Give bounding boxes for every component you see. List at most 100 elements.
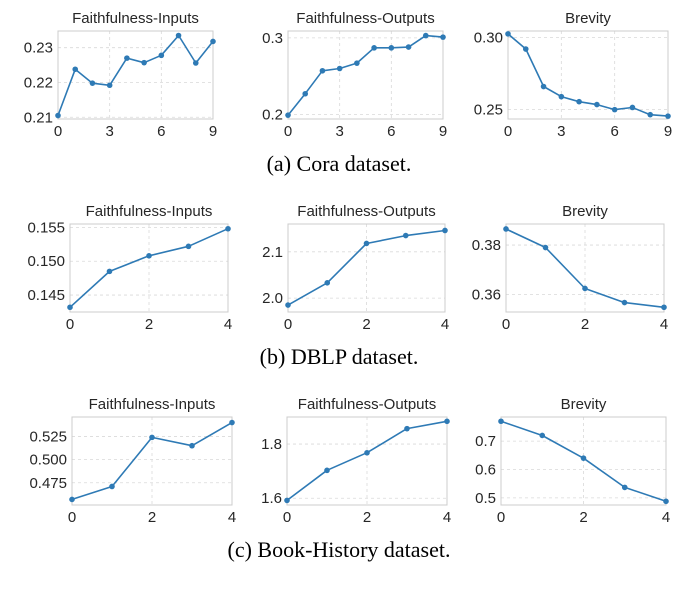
x-tick-label: 6 [610,123,618,140]
x-tick-label: 3 [335,123,343,140]
data-point [621,484,628,491]
data-point [284,497,290,504]
data-point [106,268,113,275]
data-point [175,32,182,39]
panel-cora-faithfulness-inputs: Faithfulness-Inputs 0 3 6 9 0.21 0.22 0.23 [24,10,217,140]
panel-dblp-brevity: Brevity 0 2 4 0.36 0.38 [472,203,668,333]
data-point [540,83,547,90]
series-line [287,34,444,116]
data-point [106,82,113,89]
data-point [319,67,326,74]
plot-frame [69,223,229,313]
data-point [388,45,395,51]
y-tick-label: 0.3 [262,30,283,47]
y-tick-label: 0.500 [29,452,67,469]
y-tick-label: 0.22 [24,74,53,91]
data-point [594,101,600,108]
y-tick-label: 0.475 [29,475,67,492]
data-point [72,66,79,73]
y-tick-label: 2.1 [262,244,283,261]
panel-book-history-faithfulness-inputs: Faithfulness-Inputs 0 2 4 0.475 0.500 0.525 [29,396,236,526]
data-point [324,280,331,286]
y-tick-label: 0.145 [27,287,65,304]
data-point [663,498,669,505]
data-point [69,496,75,503]
plot-frame [500,416,667,506]
panel-title: Faithfulness-Outputs [296,10,434,27]
x-tick-label: 9 [439,123,447,140]
data-point [582,285,588,292]
data-point [225,225,231,232]
y-tick-label: 2.0 [262,290,283,307]
plot-frame [287,223,446,313]
x-tick-label: 4 [441,316,449,333]
x-tick-label: 0 [284,316,292,333]
y-tick-label: 0.21 [24,109,53,126]
data-point [124,55,130,61]
data-point [146,253,152,259]
data-point [422,32,429,39]
y-tick-label: 0.525 [29,428,67,445]
x-tick-label: 4 [662,509,670,526]
x-tick-label: 2 [148,509,156,526]
y-tick-label: 1.6 [261,490,282,507]
plot-frame [287,30,444,120]
y-tick-label: 0.155 [27,219,65,236]
plot-frame [71,416,233,506]
data-point [354,60,360,66]
x-tick-label: 0 [66,316,74,333]
panel-title: Faithfulness-Inputs [86,203,213,220]
data-point [149,434,155,441]
data-point [67,304,73,311]
panel-title: Faithfulness-Outputs [297,203,435,220]
data-point [185,243,192,250]
x-tick-label: 0 [497,509,505,526]
x-tick-label: 0 [284,123,292,140]
caption-dblp: (b) DBLP dataset. [260,344,419,369]
data-point [285,302,291,308]
data-point [141,59,147,66]
data-point [192,60,199,66]
data-point [505,31,511,37]
data-point [522,46,529,52]
panel-dblp-faithfulness-inputs: Faithfulness-Inputs 0 2 4 0.145 0.150 0.155 [27,203,232,333]
y-tick-label: 0.7 [475,433,496,450]
x-tick-label: 0 [283,509,291,526]
data-point [210,38,216,45]
data-point [364,449,370,456]
data-point [629,104,636,111]
data-point [611,106,618,113]
y-tick-label: 0.150 [27,253,65,270]
data-point [444,418,450,425]
data-point [89,80,96,86]
series-line [57,34,214,116]
x-tick-label: 0 [502,316,510,333]
x-tick-label: 4 [660,316,668,333]
x-tick-label: 2 [579,509,587,526]
x-tick-label: 9 [664,123,672,140]
data-point [665,113,671,119]
data-point [440,34,446,40]
y-tick-label: 0.36 [472,287,501,304]
data-point [55,112,61,119]
x-tick-label: 0 [54,123,62,140]
data-point [442,227,448,234]
panel-cora-brevity: Brevity 0 3 6 9 0.25 0.30 [474,10,672,140]
panel-book-history-brevity: Brevity 0 2 4 0.5 0.6 0.7 [475,396,670,526]
data-point [647,111,654,118]
panel-cora-faithfulness-outputs: Faithfulness-Outputs 0 3 6 9 0.2 0.3 [262,10,447,140]
x-tick-label: 2 [581,316,589,333]
panel-title: Brevity [565,10,611,27]
x-tick-label: 3 [105,123,113,140]
data-point [302,90,309,97]
data-point [498,418,504,425]
data-point [371,45,377,51]
panel-title: Brevity [562,203,608,220]
panel-book-history-faithfulness-outputs: Faithfulness-Outputs 0 2 4 1.6 1.8 [261,396,451,526]
plot-frame [507,30,669,120]
y-tick-label: 0.6 [475,462,496,479]
x-tick-label: 0 [504,123,512,140]
data-point [621,299,628,306]
data-point [576,98,582,105]
